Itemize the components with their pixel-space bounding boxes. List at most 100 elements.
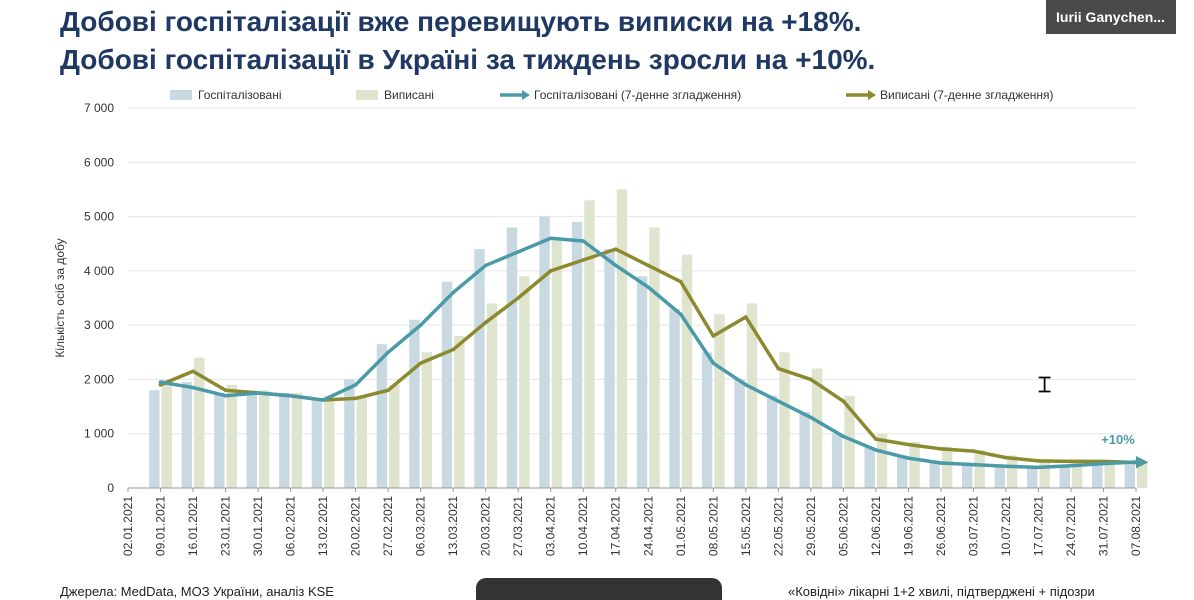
disch-bar — [454, 336, 465, 488]
disch-bar — [194, 357, 205, 488]
y-tick-label: 7 000 — [84, 101, 114, 115]
hosp-bar — [831, 433, 843, 488]
disch-bar — [356, 395, 368, 488]
hosp-smoothed-line-point — [256, 391, 260, 395]
x-tick-label: 13.03.2021 — [446, 496, 460, 556]
x-tick-label: 06.03.2021 — [414, 496, 428, 556]
chart-title-line-2: Добові госпіталізації в Україні за тижде… — [60, 44, 876, 75]
x-tick-label: 12.06.2021 — [869, 496, 883, 556]
x-tick-label: 16.01.2021 — [186, 496, 200, 556]
hosp-smoothed-line-point — [1036, 465, 1041, 470]
hosp-smoothed-line-point — [874, 448, 878, 452]
disch-smoothed-line-point — [776, 366, 781, 371]
hosp-bar — [734, 379, 745, 488]
legend: Госпіталізовані Виписані Госпіталізовані (… — [170, 88, 1054, 102]
hosp-smoothed-line-point — [1069, 463, 1073, 468]
hosp-bar — [376, 344, 388, 488]
hosp-smoothed-line-point — [613, 263, 618, 268]
hosp-bar — [246, 390, 258, 488]
x-tick-label: 17.07.2021 — [1031, 496, 1045, 556]
y-tick-label: 3 000 — [84, 318, 114, 332]
x-tick-label: 09.01.2021 — [154, 496, 168, 556]
x-tick-label: 24.04.2021 — [641, 496, 655, 556]
disch-smoothed-line-point — [613, 247, 618, 251]
annotation-plus-10: +10% — [1101, 432, 1135, 447]
hosp-smoothed-line-point — [1101, 461, 1106, 466]
hosp-smoothed-line-point — [646, 285, 651, 289]
hosp-bar — [539, 216, 550, 489]
disch-smoothed-line-point — [1004, 455, 1008, 460]
x-tick-label: 20.02.2021 — [349, 496, 363, 556]
disch-smoothed-line-point — [971, 449, 976, 453]
x-tick-label: 07.08.2021 — [1129, 496, 1143, 556]
disch-smoothed-line-point — [581, 258, 586, 262]
x-tick-label: 27.02.2021 — [381, 496, 395, 556]
x-tick-label: 05.06.2021 — [836, 496, 850, 556]
disch-bar — [226, 384, 237, 488]
hosp-smoothed-line-point — [711, 361, 716, 365]
hosp-bar — [896, 455, 908, 488]
hosp-bar — [181, 382, 193, 488]
hosp-bar — [799, 412, 810, 488]
hosp-smoothed-line-point — [158, 380, 163, 384]
disch-smoothed-line-point — [744, 315, 748, 319]
chart-svg: 0 1 000 2 000 3 000 4 000 5 000 6 000 7 000 02.… — [53, 88, 1148, 556]
badge-edge — [1176, 0, 1194, 34]
hosp-smoothed-line-point — [288, 393, 293, 398]
x-tick-label: 24.07.2021 — [1064, 496, 1078, 556]
disch-bar — [649, 227, 660, 488]
disch-bar — [389, 384, 400, 488]
hosp-bar — [279, 393, 290, 488]
x-tick-label: 22.05.2021 — [771, 496, 785, 556]
hosp-smoothed-line-point — [386, 350, 390, 355]
disch-bar — [1137, 461, 1148, 488]
disch-bar — [421, 352, 433, 488]
hosp-smoothed-line-point — [483, 263, 488, 268]
disch-bar — [519, 276, 530, 488]
disch-smoothed-line-point — [711, 334, 716, 338]
disch-smoothed-line-point — [1069, 459, 1073, 464]
disch-smoothed-line-point — [223, 388, 228, 393]
disch-smoothed-line-point — [1036, 459, 1041, 463]
disch-bar — [1104, 460, 1115, 488]
disch-bar — [161, 379, 172, 488]
hosp-bar — [994, 465, 1005, 488]
legend-label: Виписані — [384, 88, 434, 102]
hosp-bar — [1124, 460, 1135, 488]
hosp-smoothed-line-point — [841, 434, 846, 439]
hosp-smoothed-line-point — [223, 393, 228, 398]
x-tick-label: 26.06.2021 — [934, 496, 948, 556]
hosp-bar — [604, 249, 615, 488]
disch-bar — [876, 433, 888, 488]
hosp-smoothed-line-point — [906, 456, 911, 460]
text-cursor-icon: ⌶ — [1038, 372, 1052, 397]
legend-arrow — [522, 90, 530, 100]
hosp-bar — [311, 398, 323, 488]
x-tick-label: 20.03.2021 — [479, 496, 493, 556]
hosp-bar — [669, 308, 680, 488]
x-tick-label: 19.06.2021 — [901, 496, 915, 556]
x-tick-label: 15.05.2021 — [739, 496, 753, 556]
disch-smoothed-line-point — [191, 369, 195, 374]
disch-bar — [779, 352, 790, 488]
disch-smoothed-line-point — [386, 388, 390, 393]
disch-smoothed-line-point — [516, 296, 520, 300]
disch-bar — [259, 390, 270, 488]
disch-bar — [811, 368, 823, 488]
hosp-bar — [1059, 465, 1070, 488]
disch-bar — [291, 393, 302, 488]
participant-name-badge[interactable]: Iurii Ganychen... — [1046, 0, 1176, 34]
screen-share-toolbar[interactable] — [476, 578, 722, 600]
disch-bar — [616, 189, 628, 488]
chart-title-line-1: Добові госпіталізації вже перевищують ви… — [60, 6, 862, 37]
disch-smoothed-line-point — [646, 263, 651, 268]
disch-smoothed-line-point — [874, 437, 878, 441]
hosp-smoothed-line-point — [678, 312, 683, 317]
disch-smoothed-line-point — [418, 361, 423, 365]
hosp-smoothed-line-point — [809, 415, 813, 420]
hosp-smoothed-line-point — [418, 323, 423, 327]
hosp-smoothed-line-point — [516, 250, 520, 254]
hosp-bar — [1092, 462, 1103, 488]
legend-arrow — [868, 90, 876, 100]
footnote: «Ковідні» лікарні 1+2 хвилі, підтверджен… — [788, 584, 1095, 599]
